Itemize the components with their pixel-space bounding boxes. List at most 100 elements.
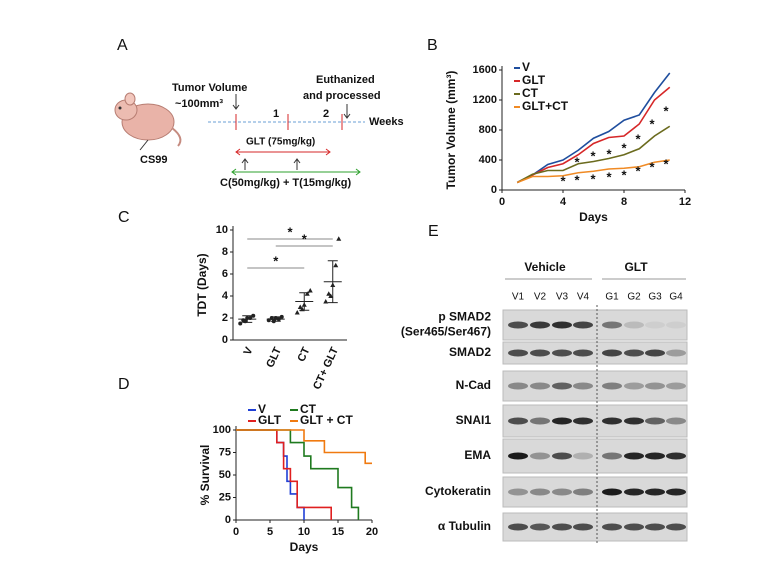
y-tick-label: 75 [219,446,231,458]
y-tick-label: 1600 [473,64,497,76]
blot-band [573,488,593,496]
start-volume-label: ~100mm³ [175,98,223,110]
significance-mark: * [273,253,279,268]
x-tick-label: 15 [332,526,344,538]
blot-band [666,349,686,357]
blot-band [552,349,572,357]
group-label: GLT [624,260,648,274]
significance-mark: * [287,224,293,239]
blot-band [602,349,622,357]
panel-letter: B [427,37,438,54]
row-label: EMA [464,448,491,462]
row-label: SNAI1 [456,413,492,427]
row-label: α Tubulin [438,519,491,533]
y-tick-label: 800 [479,124,497,136]
blot-band [508,488,528,496]
significance-mark: * [590,148,596,163]
significance-mark: * [663,156,669,171]
blot-band [508,382,528,390]
significance-mark: * [635,131,641,146]
blot-band [624,523,644,531]
blot-band [666,321,686,329]
x-tick-label: 20 [366,526,378,538]
panel-letter: E [428,223,439,240]
blot-band [530,382,550,390]
survival-curve [236,429,360,520]
blot-band [552,488,572,496]
data-point [251,313,256,318]
series-line [516,125,671,184]
glt-dose: GLT (75mg/kg) [246,137,315,148]
blot-band [602,523,622,531]
blot-band [530,452,550,460]
endpoint-label: and processed [303,90,381,102]
lane-label: V2 [534,292,547,303]
blot-band [666,523,686,531]
blot-band [645,523,665,531]
blot-band [624,488,644,496]
blot-band [666,382,686,390]
x-tick-label: 5 [267,526,273,538]
y-tick-label: 6 [222,268,228,280]
lane-label: G2 [627,292,641,303]
blot-band [624,321,644,329]
data-point [304,291,310,296]
model-label: CS99 [140,154,168,166]
series-line [516,159,670,184]
y-tick-label: 100 [213,424,231,436]
timeline [208,94,365,176]
significance-mark: * [302,231,308,246]
blot-band [552,452,572,460]
x-tick-label: 0 [233,526,239,538]
blot-band [530,488,550,496]
lane-label: G1 [605,292,619,303]
blot-band [573,417,593,425]
y-tick-label: 8 [222,246,228,258]
endpoint-label: Euthanized [316,74,375,86]
blot-band [602,488,622,496]
blot-band [552,417,572,425]
blot-band [666,452,686,460]
blot-band [645,382,665,390]
lane-label: V1 [512,292,525,303]
y-tick-label: 50 [219,469,231,481]
y-tick-label: 0 [222,334,228,346]
blot-band [508,523,528,531]
weeks-label: Weeks [369,116,404,128]
legend-label: V [258,402,266,416]
y-tick-label: 2 [222,312,228,324]
row-label: SMAD2 [449,345,491,359]
x-tick-label: CT+ GLT [311,345,341,391]
blot-band [645,417,665,425]
data-point [323,299,329,304]
blot-band [508,321,528,329]
y-tick-label: 1200 [473,94,497,106]
x-tick-label: V [242,345,256,357]
x-tick-label: 12 [679,196,691,208]
panel-letter: C [118,209,130,226]
y-tick-label: 10 [216,224,228,236]
x-axis-title: Days [579,210,608,224]
blot-band [666,488,686,496]
data-point [294,310,300,315]
blot-band [508,349,528,357]
error-bar [242,315,253,323]
data-point [333,262,339,268]
survival-curve [236,429,332,520]
data-point [297,304,303,309]
x-tick-label: 10 [298,526,310,538]
y-axis-title: % Survival [198,445,212,506]
series-line [516,86,671,184]
blot-band [552,523,572,531]
legend-label: CT [300,402,317,416]
y-axis-title: Tumor Volume (mm³) [444,71,458,190]
blot-band [624,452,644,460]
blot-band [666,417,686,425]
legend-label: GLT [522,73,546,87]
legend-label: GLT [258,413,282,427]
significance-mark: * [663,103,669,118]
blot-band [645,321,665,329]
blot-strip [502,341,688,365]
blot-band [508,417,528,425]
